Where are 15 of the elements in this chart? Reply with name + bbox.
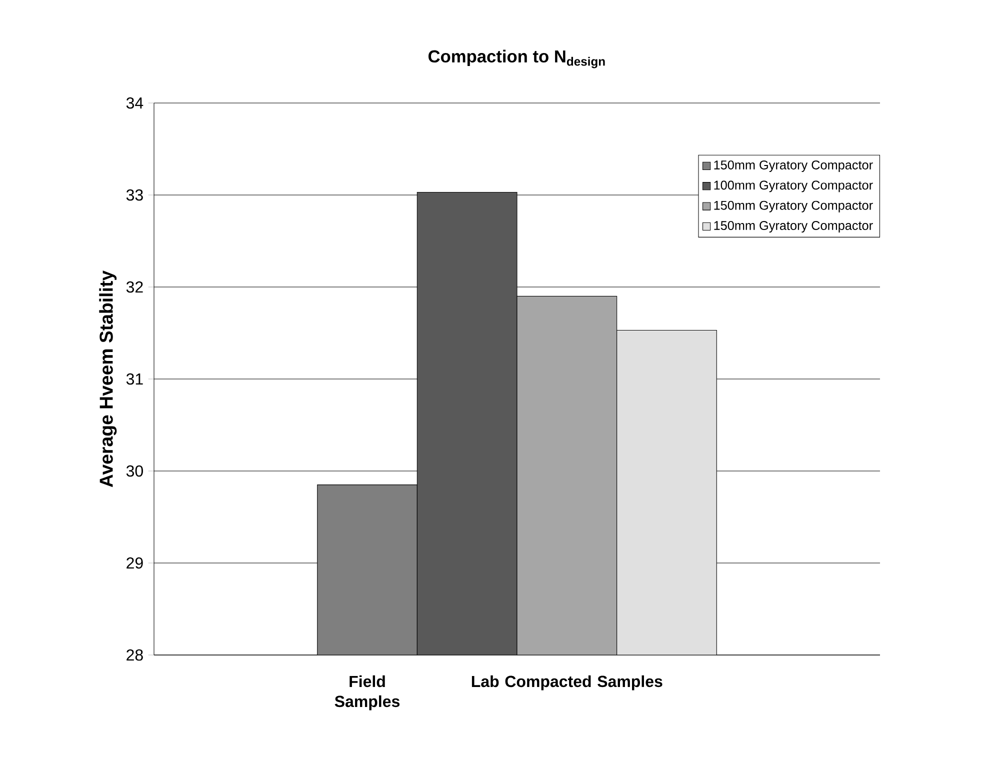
legend-label: 150mm Gyratory Compactor (714, 200, 873, 212)
legend-label: 150mm Gyratory Compactor (714, 160, 873, 172)
text: Lab Compacted Samples (472, 675, 662, 690)
legend-label: 150mm Gyratory Compactor (714, 221, 873, 233)
y-tick-label: 28 (126, 649, 143, 661)
y-tick-label: 33 (126, 189, 143, 201)
y-tick-label: 30 (126, 465, 143, 477)
text: Field Samples (334, 675, 400, 710)
y-axis-title: Average Hveem Stability (99, 270, 117, 488)
legend-label: 100mm Gyratory Compactor (714, 180, 873, 192)
chart-title: Compaction to N$_{design}$ (428, 50, 605, 68)
y-tick-label: 34 (126, 97, 144, 109)
y-tick-label: 29 (126, 557, 143, 569)
y-tick-label: 31 (126, 373, 143, 385)
y-tick-label: 32 (126, 281, 143, 293)
